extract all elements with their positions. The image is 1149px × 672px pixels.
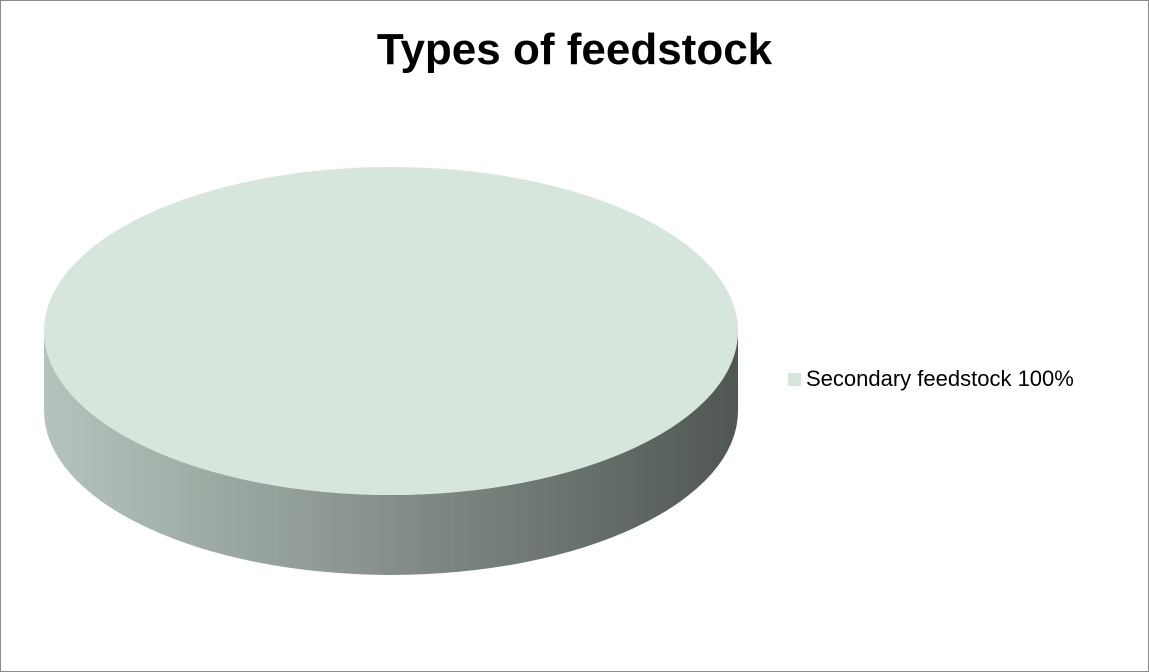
legend-swatch [788,372,801,386]
pie-slice-secondary-feedstock [44,167,738,495]
legend-label: Secondary feedstock 100% [806,366,1074,391]
chart-title: Types of feedstock [376,25,773,74]
legend: Secondary feedstock 100% [788,366,1074,392]
pie-slice-side [44,331,738,575]
